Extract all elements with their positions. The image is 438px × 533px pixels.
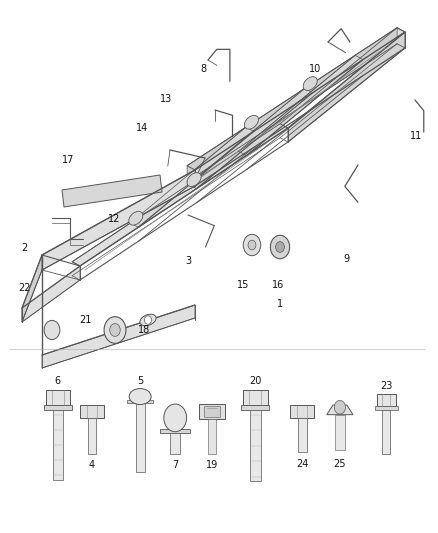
Text: 19: 19: [206, 461, 218, 470]
Polygon shape: [199, 404, 225, 419]
Polygon shape: [298, 418, 307, 452]
Text: 10: 10: [309, 64, 321, 74]
Polygon shape: [88, 418, 96, 454]
Ellipse shape: [187, 173, 201, 187]
Circle shape: [243, 235, 261, 256]
Polygon shape: [204, 406, 220, 417]
Polygon shape: [382, 410, 390, 454]
Polygon shape: [127, 400, 153, 403]
Polygon shape: [22, 266, 80, 322]
Text: 23: 23: [380, 381, 392, 391]
Circle shape: [248, 240, 256, 250]
Polygon shape: [136, 403, 145, 472]
Text: 8: 8: [201, 64, 207, 74]
Polygon shape: [160, 429, 190, 433]
Circle shape: [104, 317, 126, 343]
Text: 15: 15: [237, 280, 249, 290]
Polygon shape: [170, 433, 180, 454]
Text: 21: 21: [79, 315, 92, 325]
Ellipse shape: [129, 389, 151, 405]
Polygon shape: [243, 390, 268, 405]
Ellipse shape: [140, 314, 156, 326]
Text: 17: 17: [62, 155, 74, 165]
Polygon shape: [131, 127, 254, 228]
Text: 18: 18: [138, 326, 151, 335]
Text: 20: 20: [249, 376, 261, 386]
Polygon shape: [22, 255, 42, 322]
Text: 22: 22: [18, 283, 30, 293]
Text: 6: 6: [55, 376, 61, 386]
Text: 25: 25: [334, 459, 346, 469]
Circle shape: [145, 316, 152, 324]
Text: 13: 13: [160, 94, 173, 103]
Polygon shape: [250, 410, 261, 481]
Ellipse shape: [244, 115, 258, 129]
Polygon shape: [335, 415, 345, 450]
Circle shape: [110, 324, 120, 336]
Polygon shape: [187, 28, 405, 170]
Ellipse shape: [303, 77, 317, 91]
Text: 11: 11: [410, 131, 422, 141]
Circle shape: [164, 404, 187, 432]
Text: 16: 16: [272, 280, 284, 290]
Text: 14: 14: [136, 123, 148, 133]
Polygon shape: [72, 124, 288, 266]
Polygon shape: [42, 305, 195, 368]
Polygon shape: [189, 88, 313, 189]
Polygon shape: [239, 55, 363, 156]
Polygon shape: [42, 170, 195, 270]
Polygon shape: [208, 419, 216, 454]
Polygon shape: [377, 394, 396, 406]
Text: 1: 1: [277, 299, 283, 309]
Circle shape: [276, 241, 284, 252]
Polygon shape: [187, 28, 397, 182]
Polygon shape: [375, 406, 398, 410]
Polygon shape: [62, 175, 162, 207]
Polygon shape: [44, 405, 72, 410]
Text: 4: 4: [89, 460, 95, 470]
Text: 24: 24: [296, 459, 308, 469]
Circle shape: [44, 320, 60, 340]
Circle shape: [334, 400, 346, 414]
Text: 9: 9: [343, 254, 349, 263]
Polygon shape: [53, 410, 63, 480]
Text: 7: 7: [172, 461, 178, 470]
Polygon shape: [46, 390, 70, 405]
Polygon shape: [80, 405, 104, 418]
Text: 5: 5: [137, 376, 143, 386]
Circle shape: [270, 235, 290, 259]
Ellipse shape: [129, 211, 143, 225]
Text: 2: 2: [21, 243, 27, 253]
Polygon shape: [290, 405, 314, 418]
Text: 12: 12: [108, 214, 120, 223]
Polygon shape: [241, 405, 269, 410]
Polygon shape: [327, 405, 353, 415]
Polygon shape: [288, 32, 405, 142]
Text: 3: 3: [185, 256, 191, 266]
